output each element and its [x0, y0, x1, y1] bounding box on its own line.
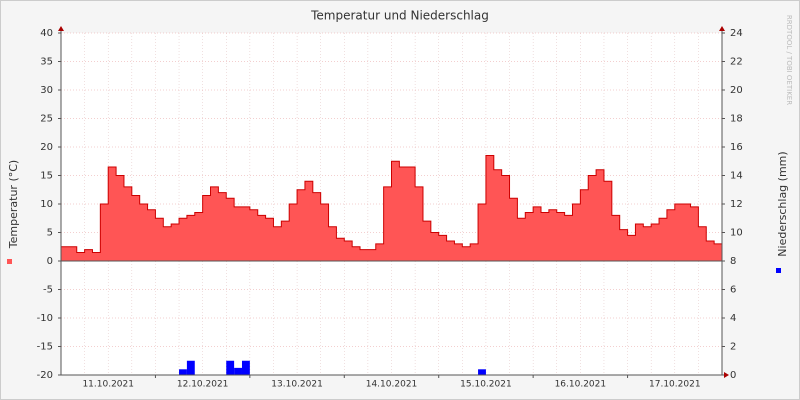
legend-marker	[7, 259, 12, 264]
x-tick-label: 14.10.2021	[366, 380, 418, 390]
y2-tick-label: 24	[730, 28, 743, 39]
y-tick-label: 30	[40, 85, 53, 96]
y-tick-label: -10	[37, 313, 53, 324]
y2-axis-label: Niederschlag (mm)	[776, 151, 789, 256]
y2-tick-label: 6	[730, 285, 736, 296]
precipitation-bar	[179, 369, 187, 375]
x-tick-label: 17.10.2021	[649, 380, 701, 390]
y-axis-label: Temperatur (°C)	[7, 160, 20, 249]
y-tick-label: -20	[37, 370, 53, 381]
temperature-area	[61, 155, 722, 261]
y2-tick-label: 22	[730, 57, 743, 68]
axis-arrow	[58, 26, 64, 31]
axis-arrow	[719, 26, 725, 31]
y-tick-label: 0	[47, 256, 53, 267]
chart-title: Temperatur und Niederschlag	[310, 9, 489, 23]
temperature-line	[61, 155, 722, 253]
y2-tick-label: 2	[730, 342, 736, 353]
y-tick-label: 5	[47, 228, 53, 239]
x-tick-label: 12.10.2021	[177, 380, 229, 390]
y2-tick-label: 8	[730, 256, 736, 267]
y-tick-label: 25	[40, 114, 53, 125]
precipitation-bar	[234, 367, 242, 375]
axis-arrow	[724, 372, 729, 378]
y2-tick-label: 0	[730, 370, 736, 381]
legend-marker	[776, 268, 781, 273]
x-tick-label: 13.10.2021	[271, 380, 323, 390]
y-tick-label: 35	[40, 57, 53, 68]
y2-tick-label: 12	[730, 199, 743, 210]
y2-tick-label: 16	[730, 142, 743, 153]
x-tick-label: 16.10.2021	[555, 380, 607, 390]
y2-tick-label: 4	[730, 313, 736, 324]
precipitation-bar	[226, 360, 235, 375]
x-tick-label: 15.10.2021	[460, 380, 512, 390]
precipitation-bar	[186, 360, 195, 375]
y-tick-label: 15	[40, 171, 53, 182]
y-tick-label: 20	[40, 142, 53, 153]
y-tick-label: 40	[40, 28, 53, 39]
y2-tick-label: 20	[730, 85, 743, 96]
precipitation-bar	[241, 360, 250, 375]
y-tick-label: -15	[37, 342, 53, 353]
y2-tick-label: 10	[730, 228, 743, 239]
y-tick-label: -5	[43, 285, 53, 296]
y2-tick-label: 14	[730, 171, 743, 182]
y-tick-label: 10	[40, 199, 53, 210]
watermark: RRDTOOL / TOBI OETIKER	[785, 15, 793, 105]
precipitation-bar	[478, 369, 486, 375]
x-tick-label: 11.10.2021	[82, 380, 134, 390]
y2-tick-label: 18	[730, 114, 743, 125]
